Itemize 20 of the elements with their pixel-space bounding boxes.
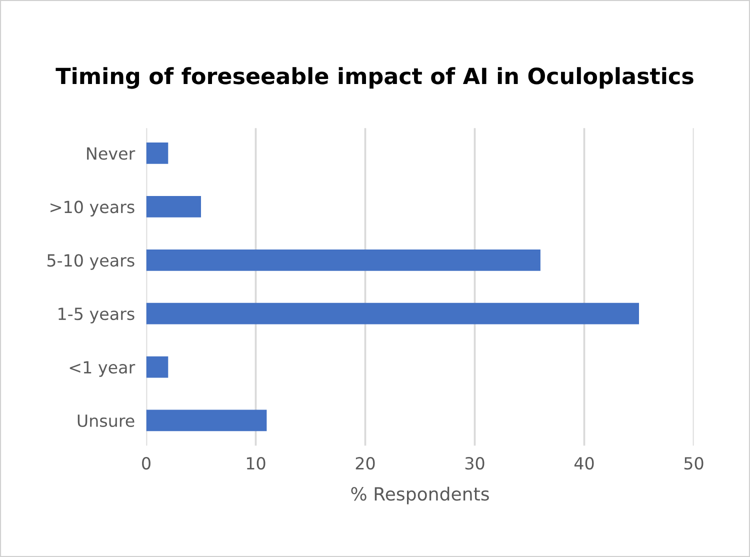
- y-tick-label: >10 years: [50, 200, 134, 216]
- x-tick-label: 50: [684, 457, 704, 470]
- y-tick-label: Unsure: [78, 414, 134, 428]
- chart-title: Timing of foreseeable impact of AI in Oculoplastics: [56, 67, 694, 89]
- x-tick-label: 20: [356, 457, 375, 470]
- x-axis-title: % Respondents: [351, 486, 489, 504]
- x-tick-label: 10: [246, 457, 266, 470]
- y-tick-label: Never: [87, 147, 136, 160]
- bar: [146, 302, 639, 324]
- x-tick-label: 0: [142, 457, 150, 470]
- bar: [146, 356, 168, 378]
- bar: [146, 142, 168, 164]
- bar: [146, 249, 540, 271]
- y-tick-label: 5-10 years: [47, 254, 134, 270]
- bar: [146, 196, 201, 218]
- x-tick-label: 30: [465, 457, 484, 470]
- bar: [146, 410, 267, 432]
- y-tick-label: 1-5 years: [58, 308, 134, 324]
- x-tick-label: 40: [574, 457, 594, 470]
- y-tick-label: <1 year: [70, 361, 136, 377]
